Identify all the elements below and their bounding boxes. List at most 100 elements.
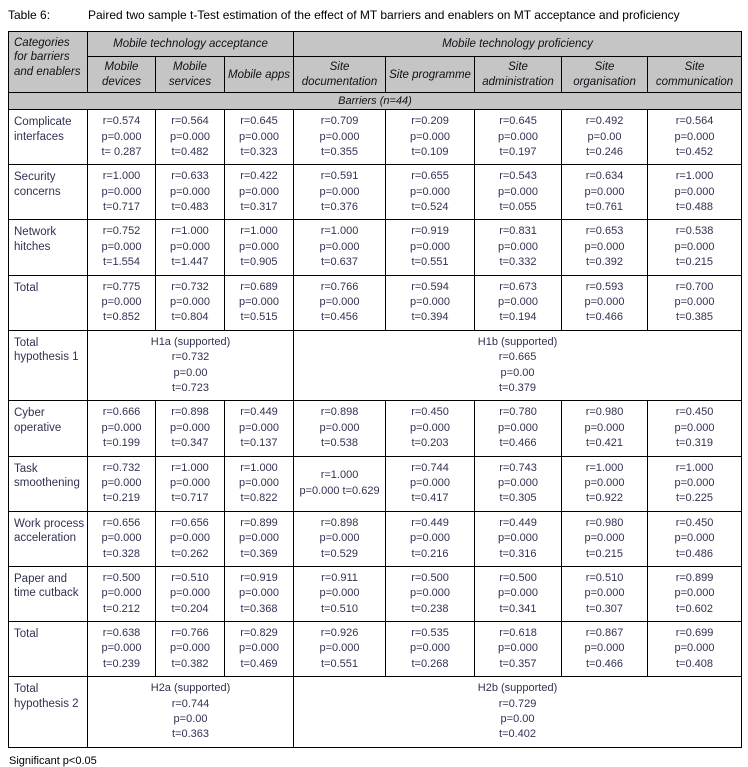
stat-cell: r=0.911 p=0.000 t=0.510	[293, 565, 387, 623]
stat-line: p=0.000	[238, 642, 280, 655]
stat-line: r=1.000	[240, 225, 278, 238]
stat-line: p=0.000	[674, 296, 715, 309]
stat-line: r=0.638	[102, 627, 141, 640]
stat-line: r=0.899	[240, 516, 278, 529]
stat-line: p=0.000	[409, 421, 451, 434]
stat-cell: r=0.618 p=0.000 t=0.357	[474, 621, 563, 678]
stat-line: r=0.732	[171, 351, 210, 364]
stat-line: r=1.000	[675, 461, 714, 474]
table-title: Paired two sample t-Test estimation of t…	[88, 8, 680, 22]
stat-line: r=0.510	[171, 571, 209, 584]
stat-line: t=0.341	[499, 602, 537, 615]
stat-line: p=0.000 t=0.629	[299, 484, 380, 497]
table-row: Cyber operative r=0.666 p=0.000 t=0.199 r=0.…	[8, 400, 743, 457]
stat-cell: r=1.000 p=0.000 t=0.629	[293, 455, 387, 512]
stat-line: p=0.000	[584, 587, 625, 600]
stat-line: t=0.408	[676, 657, 714, 670]
stat-line: p=0.000	[169, 642, 211, 655]
stat-line: r=0.209	[411, 115, 449, 128]
stat-line: t=0.216	[411, 547, 449, 560]
stat-line: r=0.574	[102, 115, 141, 128]
stat-cell: r=0.673 p=0.000 t=0.194	[474, 274, 563, 331]
stat-line: t=0.402	[499, 728, 537, 741]
stat-line: r=1.000	[320, 469, 359, 482]
stat-line: t=0.215	[586, 547, 624, 560]
stat-line: p=0.000	[409, 476, 451, 489]
hypothesis-cell-acceptance: H2a (supported) r=0.744 p=0.00 t=0.363	[86, 676, 295, 748]
table-row: Network hitches r=0.752 p=0.000 t=1.554 r=1.…	[8, 219, 743, 276]
stat-line: r=0.744	[411, 461, 449, 474]
stat-line: p=0.000	[101, 587, 142, 600]
stat-cell: r=0.591 p=0.000 t=0.376	[293, 164, 387, 221]
significance-note: Significant p<0.05	[9, 754, 97, 767]
stat-line: p=0.000	[409, 587, 451, 600]
stat-line: p=0.000	[409, 296, 451, 309]
stat-line: r=0.538	[675, 225, 714, 238]
stat-cell: r=0.919 p=0.000 t=0.551	[385, 219, 476, 276]
table-row: Work process acceleration r=0.656 p=0.000 t…	[8, 510, 743, 567]
stat-line: p=0.000	[497, 240, 539, 253]
stat-cell: r=0.638 p=0.000 t=0.239	[87, 621, 156, 678]
stat-line: t=0.262	[171, 547, 209, 560]
stat-cell: r=0.899 p=0.000 t=0.602	[647, 565, 743, 623]
stat-line: t=0.529	[321, 547, 359, 560]
hypothesis-cell-acceptance: H1a (supported) r=0.732 p=0.00 t=0.723	[86, 329, 295, 402]
stat-line: r=0.492	[585, 115, 624, 128]
stat-cell: r=0.510 p=0.000 t=0.307	[561, 565, 649, 623]
stat-cell: r=0.709 p=0.000 t=0.355	[293, 109, 387, 166]
stat-line: t=0.376	[321, 201, 359, 214]
stat-line: r=0.732	[171, 280, 209, 293]
stat-line: r=0.633	[171, 170, 209, 183]
stat-line: p=0.000	[409, 532, 451, 545]
stat-line: t=0.194	[499, 311, 537, 324]
stat-line: p=0.000	[169, 421, 211, 434]
stat-line: p=0.000	[674, 240, 715, 253]
stat-line: p=0.000	[238, 476, 280, 489]
stat-line: r=0.744	[171, 697, 210, 710]
stat-line: p=0.000	[674, 642, 715, 655]
stat-line: r=0.543	[499, 170, 537, 183]
stat-line: p=0.000	[101, 296, 142, 309]
stat-line: r=0.829	[240, 627, 278, 640]
stat-cell: r=0.492 p=0.00 t=0.246	[561, 109, 649, 166]
stat-cell: r=0.752 p=0.000 t=1.554	[87, 219, 156, 276]
stat-line: r=0.510	[585, 571, 624, 584]
stat-line: t=0.212	[102, 602, 140, 615]
stat-line: p=0.000	[101, 240, 142, 253]
stat-line: r=0.752	[102, 225, 141, 238]
stat-cell: r=0.699 p=0.000 t=0.408	[647, 621, 743, 678]
stat-line: r=0.919	[240, 571, 278, 584]
stat-cell: r=0.743 p=0.000 t=0.305	[474, 455, 563, 512]
stat-line: p=0.000	[409, 130, 451, 143]
stat-line: r=0.653	[585, 225, 624, 238]
stat-line: r=0.450	[675, 406, 714, 419]
stat-cell: r=0.449 p=0.000 t=0.216	[385, 510, 476, 567]
row-label: Task smoothening	[8, 455, 88, 512]
table-row: Total r=0.775 p=0.000 t=0.852 r=0.732 p=0.000…	[8, 274, 743, 331]
stat-cell: r=0.766 p=0.000 t=0.456	[293, 274, 387, 331]
stat-line: r=0.766	[171, 627, 209, 640]
col-header-site-administration: Site administration	[474, 56, 563, 94]
stat-line: t=0.852	[102, 311, 140, 324]
stat-line: r=0.919	[411, 225, 449, 238]
stat-line: t=0.347	[171, 437, 209, 450]
stat-line: t=0.469	[240, 657, 278, 670]
stat-line: t=0.219	[102, 492, 140, 505]
col-header-site-organisation: Site organisation	[561, 56, 649, 94]
stat-cell: r=1.000 p=0.000 t=0.717	[155, 455, 225, 512]
stat-cell: r=0.744 p=0.000 t=0.417	[385, 455, 476, 512]
stat-line: p=0.000	[674, 587, 715, 600]
stat-line: p=0.000	[674, 130, 715, 143]
stat-line: t=0.723	[172, 381, 210, 394]
col-header-site-documentation: Site documentation	[293, 56, 387, 94]
stat-line: p=0.000	[584, 476, 625, 489]
col-header-mobile-devices: Mobile devices	[87, 56, 156, 94]
stat-line: t=0.452	[676, 145, 714, 158]
stat-line: t=0.382	[171, 657, 209, 670]
col-header-mobile-services: Mobile services	[155, 56, 225, 94]
stat-cell: r=0.449 p=0.000 t=0.137	[223, 400, 295, 457]
stat-line: t=0.238	[411, 602, 449, 615]
stat-line: t=0.483	[171, 201, 209, 214]
row-label: Total hypothesis 2	[8, 676, 88, 748]
